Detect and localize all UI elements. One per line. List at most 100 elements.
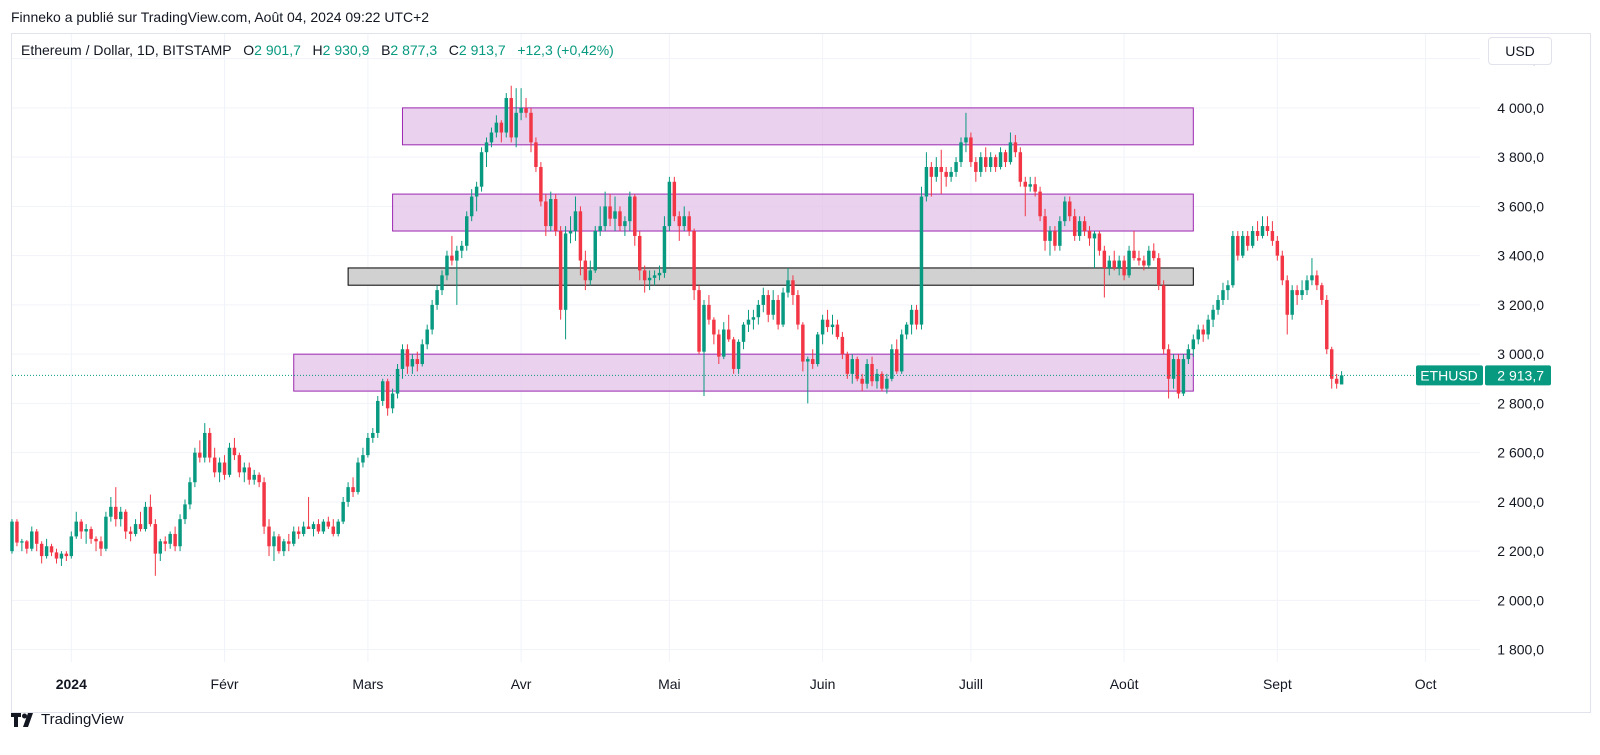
candle-body[interactable] bbox=[1231, 235, 1235, 286]
candle-body[interactable] bbox=[608, 206, 612, 219]
candle-body[interactable] bbox=[628, 196, 632, 222]
candle-body[interactable] bbox=[336, 521, 340, 534]
candle-body[interactable] bbox=[217, 462, 222, 473]
candle-body[interactable] bbox=[321, 521, 326, 532]
candle-body[interactable] bbox=[277, 536, 281, 552]
candle-body[interactable] bbox=[1226, 285, 1230, 291]
candle-body[interactable] bbox=[494, 122, 499, 133]
candle-body[interactable] bbox=[420, 344, 424, 365]
candle-body[interactable] bbox=[1132, 250, 1136, 259]
candle-body[interactable] bbox=[682, 216, 686, 227]
currency-button[interactable]: USD bbox=[1488, 37, 1552, 65]
candle-body[interactable] bbox=[988, 157, 993, 167]
candle-body[interactable] bbox=[341, 501, 345, 522]
candle-body[interactable] bbox=[1043, 216, 1047, 241]
candle-body[interactable] bbox=[855, 359, 859, 379]
candle-body[interactable] bbox=[815, 334, 820, 365]
candle-body[interactable] bbox=[1260, 226, 1265, 236]
candle-body[interactable] bbox=[20, 541, 24, 543]
candle-body[interactable] bbox=[1290, 290, 1294, 315]
candle-body[interactable] bbox=[638, 235, 642, 271]
candle-body[interactable] bbox=[49, 546, 54, 553]
candle-body[interactable] bbox=[123, 511, 128, 532]
candle-body[interactable] bbox=[1245, 235, 1250, 246]
candle-body[interactable] bbox=[296, 531, 301, 534]
candle-body[interactable] bbox=[974, 162, 978, 172]
candle-body[interactable] bbox=[845, 354, 850, 374]
candle-body[interactable] bbox=[870, 364, 874, 382]
candle-body[interactable] bbox=[198, 452, 202, 458]
candle-body[interactable] bbox=[306, 526, 311, 530]
candle-body[interactable] bbox=[1142, 260, 1146, 266]
candle-body[interactable] bbox=[1206, 319, 1210, 335]
candle-body[interactable] bbox=[104, 516, 108, 549]
candle-body[interactable] bbox=[1216, 299, 1220, 310]
candle-body[interactable] bbox=[944, 171, 948, 177]
candle-body[interactable] bbox=[766, 295, 770, 315]
candle-body[interactable] bbox=[1255, 231, 1260, 236]
candle-body[interactable] bbox=[633, 196, 637, 236]
candle-body[interactable] bbox=[820, 319, 825, 335]
candle-body[interactable] bbox=[741, 324, 746, 342]
candle-body[interactable] bbox=[64, 553, 69, 557]
candle-body[interactable] bbox=[163, 541, 167, 544]
candle-body[interactable] bbox=[593, 231, 597, 271]
candle-body[interactable] bbox=[1305, 280, 1309, 291]
candle-body[interactable] bbox=[1117, 260, 1121, 268]
candle-body[interactable] bbox=[252, 474, 256, 480]
candle-body[interactable] bbox=[806, 359, 810, 362]
candle-body[interactable] bbox=[10, 521, 14, 552]
candle-body[interactable] bbox=[1325, 299, 1329, 350]
candle-body[interactable] bbox=[138, 524, 143, 530]
candle-body[interactable] bbox=[39, 543, 44, 557]
candle-body[interactable] bbox=[435, 290, 439, 305]
chart-frame[interactable] bbox=[11, 33, 1591, 713]
candle-body[interactable] bbox=[519, 107, 523, 113]
candle-body[interactable] bbox=[672, 181, 677, 217]
candle-body[interactable] bbox=[247, 467, 251, 480]
candle-body[interactable] bbox=[835, 324, 840, 337]
candle-body[interactable] bbox=[1181, 359, 1186, 394]
candle-body[interactable] bbox=[1152, 250, 1156, 259]
candle-body[interactable] bbox=[613, 211, 617, 219]
candle-body[interactable] bbox=[331, 526, 336, 534]
candle-body[interactable] bbox=[183, 504, 187, 520]
candle-body[interactable] bbox=[390, 393, 395, 409]
candle-body[interactable] bbox=[1008, 142, 1013, 163]
candle-body[interactable] bbox=[1092, 233, 1097, 239]
candle-body[interactable] bbox=[301, 526, 306, 534]
candle-body[interactable] bbox=[687, 216, 691, 232]
candle-body[interactable] bbox=[1038, 191, 1042, 217]
candle-body[interactable] bbox=[227, 447, 232, 475]
candle-body[interactable] bbox=[899, 334, 904, 372]
candle-body[interactable] bbox=[1077, 221, 1082, 236]
candle-body[interactable] bbox=[1161, 285, 1166, 350]
candle-body[interactable] bbox=[351, 487, 355, 493]
candle-body[interactable] bbox=[282, 541, 286, 552]
candle-body[interactable] bbox=[1102, 250, 1107, 268]
candle-body[interactable] bbox=[618, 211, 622, 227]
candle-body[interactable] bbox=[647, 277, 652, 281]
candle-body[interactable] bbox=[99, 541, 103, 549]
candle-body[interactable] bbox=[1063, 201, 1067, 222]
candle-body[interactable] bbox=[380, 381, 385, 401]
candle-body[interactable] bbox=[771, 299, 775, 315]
candle-body[interactable] bbox=[1329, 349, 1334, 379]
candle-body[interactable] bbox=[1295, 290, 1299, 296]
candle-body[interactable] bbox=[287, 541, 291, 544]
candle-body[interactable] bbox=[954, 162, 958, 172]
candle-body[interactable] bbox=[1048, 231, 1052, 241]
candle-body[interactable] bbox=[89, 529, 93, 539]
candle-body[interactable] bbox=[143, 506, 148, 530]
candle-body[interactable] bbox=[1018, 152, 1023, 182]
candle-body[interactable] bbox=[731, 339, 736, 369]
candle-body[interactable] bbox=[880, 373, 884, 389]
candle-body[interactable] bbox=[1191, 339, 1196, 350]
candle-body[interactable] bbox=[15, 521, 19, 543]
candle-body[interactable] bbox=[74, 521, 78, 537]
candle-body[interactable] bbox=[361, 455, 365, 463]
candle-body[interactable] bbox=[30, 531, 34, 549]
candle-body[interactable] bbox=[203, 432, 207, 458]
candle-body[interactable] bbox=[292, 531, 296, 544]
